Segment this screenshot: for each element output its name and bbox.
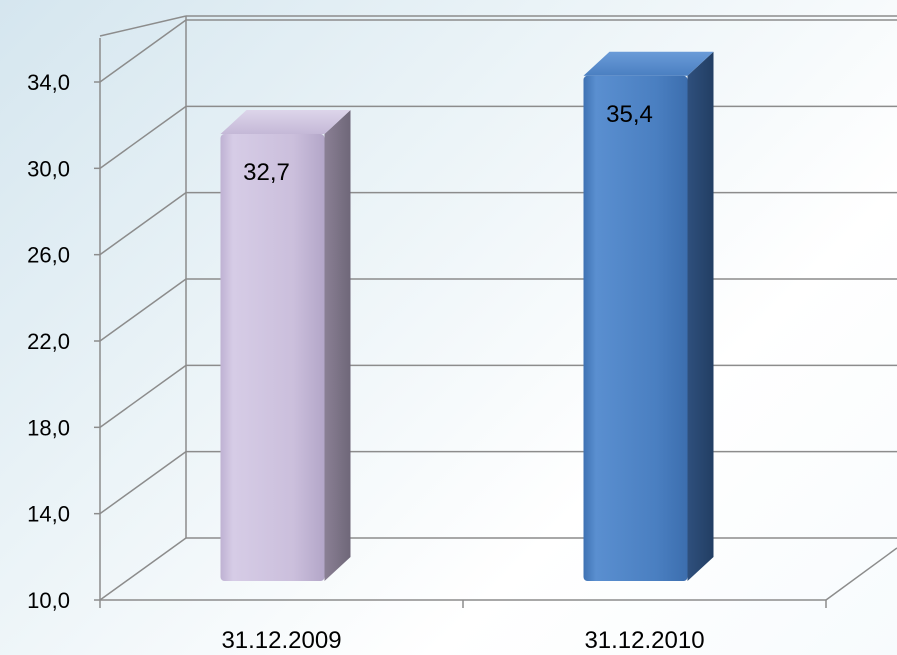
bar (220, 110, 351, 581)
data-label: 32,7 (243, 159, 290, 186)
gridline-diagonal (99, 15, 187, 37)
y-tick-label: 34,0 (27, 70, 70, 95)
x-tick-label: 31.12.2009 (221, 627, 341, 654)
gridline-diagonal (99, 192, 187, 256)
gridline-diagonal (99, 451, 187, 515)
gridline-diagonal (99, 278, 187, 342)
y-tick-label: 14,0 (27, 502, 70, 527)
gridlines (99, 15, 897, 601)
gridline-diagonal (99, 19, 187, 83)
bar-side (324, 110, 351, 581)
bar-front (220, 134, 325, 581)
bar-top (220, 110, 351, 135)
y-tick-label: 22,0 (27, 329, 70, 354)
y-tick-label: 10,0 (27, 588, 70, 613)
bars (220, 51, 714, 582)
y-tick-label: 30,0 (27, 156, 70, 181)
bar-top (583, 51, 714, 76)
y-tick-label: 26,0 (27, 243, 70, 268)
gridline-diagonal (99, 105, 187, 169)
bar-side (687, 51, 714, 582)
y-tick-label: 18,0 (27, 415, 70, 440)
axes (94, 38, 897, 608)
bar-front (583, 75, 688, 582)
bar (583, 51, 714, 582)
gridline-diagonal (99, 364, 187, 428)
labels: 10,0 14,0 18,0 22,0 26,0 30,0 34,0 32,7 31.12.20… (27, 70, 704, 654)
gridline-diagonal (99, 537, 187, 601)
floor-right-edge (825, 547, 897, 601)
data-label: 35,4 (606, 101, 653, 128)
x-tick-label: 31.12.2010 (584, 627, 704, 654)
